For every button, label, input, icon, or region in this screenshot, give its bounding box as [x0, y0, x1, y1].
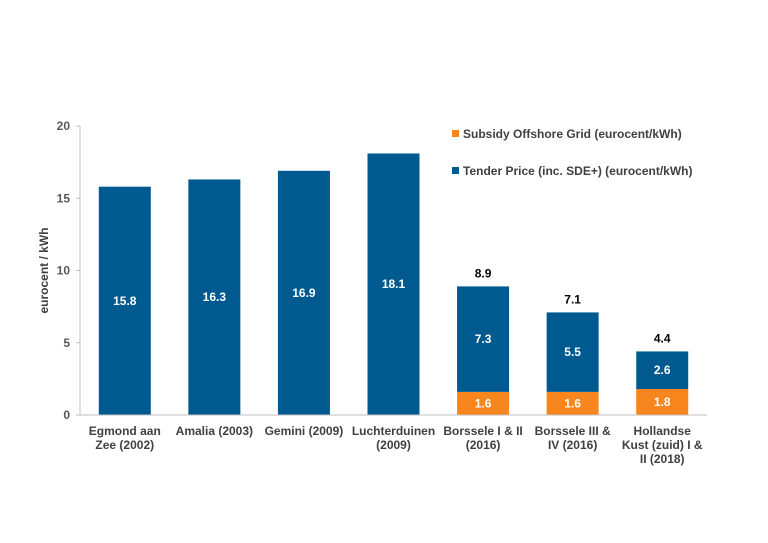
y-tick-label: 10 — [57, 264, 71, 278]
x-tick-label: Hollandse Kust (zuid) I & II (2018) — [622, 424, 703, 466]
data-label: 7.3 — [475, 332, 492, 346]
data-label: 1.8 — [654, 395, 671, 409]
bar-segment-subsidy — [457, 391, 510, 415]
legend-swatch — [452, 130, 459, 137]
y-axis: 0 5 10 15 20 — [57, 119, 81, 422]
bar-segment-tender — [188, 179, 241, 415]
y-tick-label: 5 — [63, 336, 70, 350]
bar-segment-subsidy — [546, 391, 599, 415]
data-label: 2.6 — [654, 363, 671, 377]
data-label: 18.1 — [382, 277, 406, 291]
x-tick-label: Luchterduinen (2009) — [352, 424, 435, 452]
y-tick-label: 0 — [63, 408, 70, 422]
data-label: 1.6 — [475, 396, 492, 410]
bar-segment-tender — [457, 286, 510, 392]
legend-label: Tender Price (inc. SDE+) (eurocent/kWh) — [463, 164, 693, 178]
data-label: 15.8 — [113, 294, 137, 308]
data-label: 16.9 — [292, 286, 316, 300]
y-tick-label: 15 — [57, 191, 71, 205]
data-label: 5.5 — [564, 345, 581, 359]
x-tick-label: Amalia (2003) — [176, 424, 253, 438]
data-label: 16.3 — [203, 290, 227, 304]
x-tick-label: Borssele I & II (2016) — [443, 424, 522, 452]
bar-segment-tender — [636, 351, 689, 389]
y-axis-title: eurocent / kWh — [37, 227, 51, 313]
bar-segment-subsidy — [636, 388, 689, 415]
bars: 15.8 16.3 16.9 18.1 1.6 7.3 8.9 1.6 5.5 7.1 1.8 2.6… — [98, 153, 689, 415]
y-tick-label: 20 — [57, 119, 71, 133]
legend: Subsidy Offshore Grid (eurocent/kWh) Tend… — [452, 127, 693, 178]
x-axis: Egmond aan Zee (2002) Amalia (2003) Gemini … — [80, 414, 707, 466]
legend-swatch — [452, 167, 459, 174]
bar-segment-tender — [277, 170, 330, 415]
x-tick-label: Gemini (2009) — [265, 424, 344, 438]
total-label: 8.9 — [475, 266, 492, 280]
bar-segment-tender — [98, 186, 151, 415]
y-axis-label: eurocent / kWh — [37, 227, 51, 313]
bar-segment-tender — [546, 312, 599, 392]
total-label: 4.4 — [654, 331, 671, 345]
legend-label: Subsidy Offshore Grid (eurocent/kWh) — [463, 127, 682, 141]
x-tick-label: Borssele III & IV (2016) — [535, 424, 611, 452]
data-label: 1.6 — [564, 396, 581, 410]
x-tick-label: Egmond aan Zee (2002) — [89, 424, 161, 452]
bar-segment-tender — [367, 153, 420, 415]
total-label: 7.1 — [564, 292, 581, 306]
